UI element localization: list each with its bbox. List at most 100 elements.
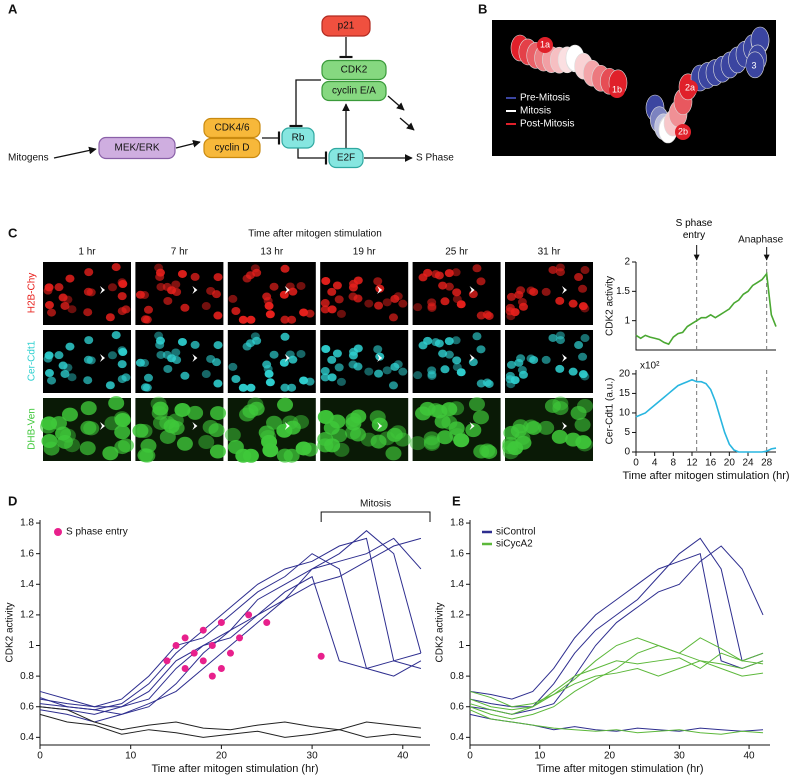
panel-label: E <box>452 493 461 508</box>
nucleus <box>518 302 528 311</box>
nucleus <box>117 278 127 287</box>
nucleus <box>246 315 256 324</box>
scatter-point <box>163 657 171 665</box>
nucleus <box>167 354 177 363</box>
nucleus <box>86 356 96 365</box>
y-tick-label: 0 <box>624 447 630 458</box>
nucleus <box>578 284 588 293</box>
nucleus <box>541 355 551 364</box>
node-label: CDK2 <box>341 65 368 76</box>
cell-marker <box>682 80 698 96</box>
nucleus <box>440 365 450 374</box>
nucleus <box>190 272 200 281</box>
nucleus <box>514 358 524 367</box>
legend-label: siControl <box>496 527 535 538</box>
data-line <box>635 378 777 453</box>
scatter-point <box>317 652 325 660</box>
nucleus <box>334 363 344 372</box>
cell-label: 1b <box>612 84 622 94</box>
scatter-point <box>199 657 207 665</box>
nucleus <box>529 287 539 296</box>
nucleus <box>105 381 115 390</box>
arrowhead <box>100 354 105 362</box>
nucleus <box>334 295 344 304</box>
scatter-point <box>208 672 216 680</box>
nucleus <box>156 350 166 359</box>
nucleus <box>213 311 223 320</box>
nucleus <box>41 416 58 431</box>
nucleus <box>548 265 558 274</box>
x-tick-label: 0 <box>633 458 639 469</box>
nucleus <box>382 366 392 375</box>
nucleus <box>242 404 259 419</box>
nucleus <box>163 296 173 305</box>
nucleus <box>393 360 403 369</box>
nucleus <box>580 372 590 381</box>
nucleus <box>114 425 131 440</box>
data-line <box>469 652 764 711</box>
x-tick-label: 24 <box>742 458 754 469</box>
nucleus <box>176 436 193 451</box>
nucleus <box>444 282 454 291</box>
nucleus <box>177 269 187 278</box>
nucleus <box>415 406 432 421</box>
nucleus <box>261 434 278 449</box>
nucleus <box>227 439 244 454</box>
nucleus <box>452 288 462 297</box>
nucleus <box>349 347 359 356</box>
arrowhead <box>377 354 383 362</box>
time-label: 19 hr <box>353 247 376 258</box>
nucleus <box>107 351 117 360</box>
legend-label: siCycA2 <box>496 539 533 550</box>
nucleus <box>456 300 466 309</box>
nucleus <box>541 287 551 296</box>
nucleus <box>198 435 215 450</box>
nucleus <box>117 307 127 316</box>
marker-label: Anaphase <box>738 235 783 246</box>
x-tick-label: 0 <box>37 751 43 762</box>
scatter-point <box>208 642 216 650</box>
y-axis-label: CDK2 activity <box>5 602 16 662</box>
nucleus <box>265 310 275 319</box>
nucleus <box>280 264 290 273</box>
nucleus <box>452 356 462 365</box>
diagram-node <box>203 137 261 159</box>
nucleus <box>506 312 516 321</box>
diagram-node <box>281 127 315 149</box>
nucleus <box>385 446 402 461</box>
nucleus <box>506 292 516 301</box>
y-axis-label: CDK2 activity <box>605 276 616 336</box>
nucleus <box>171 280 181 289</box>
data-line <box>469 537 764 708</box>
nucleus <box>155 340 165 349</box>
y-tick-label: 5 <box>624 427 630 438</box>
y-tick-label: 0.6 <box>20 701 34 712</box>
nucleus <box>238 315 248 324</box>
nucleus <box>398 367 408 376</box>
scatter-point <box>181 664 189 672</box>
nucleus <box>206 286 216 295</box>
nucleus <box>580 334 590 343</box>
nucleus <box>453 433 470 448</box>
nucleus <box>327 355 337 364</box>
nucleus <box>423 435 440 450</box>
diagram-node <box>321 15 371 37</box>
nucleus <box>177 337 187 346</box>
nucleus <box>277 397 294 412</box>
panel-label: C <box>8 225 18 240</box>
nucleus <box>44 301 54 310</box>
nucleus <box>440 297 450 306</box>
nucleus <box>374 369 384 378</box>
legend-label: S phase entry <box>66 527 128 538</box>
axis <box>635 262 776 351</box>
y-tick-label: 1.2 <box>20 610 34 621</box>
node-label: cyclin D <box>214 143 249 154</box>
nucleus <box>373 277 383 286</box>
nucleus <box>472 264 482 273</box>
nucleus <box>394 432 411 447</box>
node-label: CDK4/6 <box>214 123 249 134</box>
nucleus <box>64 438 81 453</box>
nucleus <box>136 424 153 439</box>
nucleus <box>515 435 532 450</box>
x-tick-label: 4 <box>652 458 658 469</box>
